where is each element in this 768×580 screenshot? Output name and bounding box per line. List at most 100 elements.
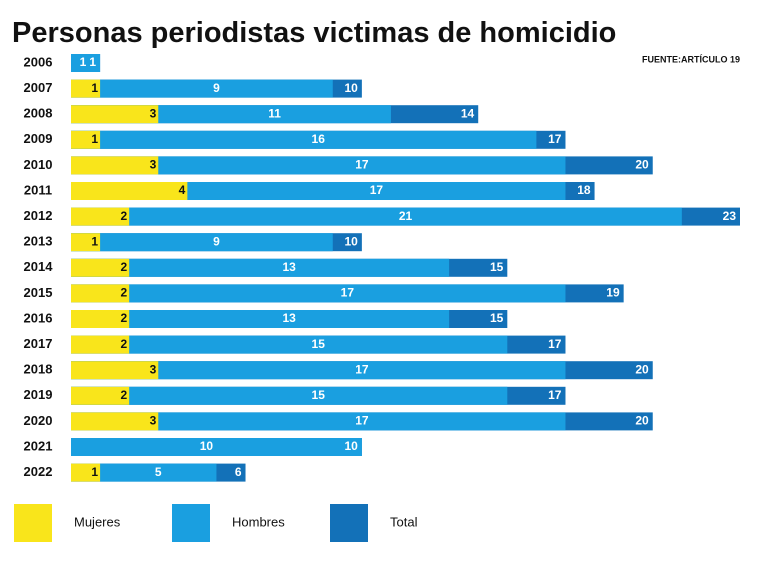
value-label: 1: [80, 55, 87, 69]
y-tick-label: 2018: [24, 362, 53, 377]
value-label: 2: [120, 209, 127, 223]
bar-hombres: [71, 284, 566, 303]
bar-hombres: [71, 79, 333, 98]
value-label: 1: [91, 132, 98, 146]
legend-swatch: [330, 504, 368, 542]
legend-label: Hombres: [232, 514, 285, 529]
value-label: 17: [355, 362, 369, 376]
bar-hombres: [71, 463, 217, 482]
value-label: 4: [179, 183, 186, 197]
y-tick-label: 2011: [24, 182, 52, 197]
y-tick-label: 2007: [24, 80, 53, 95]
value-label: 17: [548, 132, 562, 146]
value-label: 3: [150, 106, 157, 120]
y-tick-label: 2017: [24, 336, 53, 351]
value-label: 17: [548, 337, 562, 351]
value-label: 17: [355, 414, 369, 428]
bar-mujeres: [71, 130, 101, 149]
y-tick-label: 2013: [24, 234, 53, 249]
value-label: 15: [312, 337, 326, 351]
y-tick-label: 2010: [24, 157, 53, 172]
value-label: 18: [577, 183, 591, 197]
value-label: 20: [635, 362, 649, 376]
legend-swatch: [172, 504, 210, 542]
value-label: 23: [723, 209, 737, 223]
value-label: 15: [490, 311, 504, 325]
bar-hombres: [71, 386, 508, 405]
value-label: 17: [370, 183, 384, 197]
value-label: 2: [120, 337, 127, 351]
source: FUENTE:ARTÍCULO 19: [642, 54, 740, 64]
value-label: 11: [268, 106, 281, 120]
value-label: 14: [461, 106, 475, 120]
value-label: 1: [91, 81, 98, 95]
bar-mujeres: [71, 233, 101, 252]
y-tick-label: 2015: [24, 285, 53, 300]
y-tick-label: 2022: [24, 464, 53, 479]
value-label: 20: [635, 158, 649, 172]
value-label: 3: [150, 362, 157, 376]
value-label: 2: [120, 311, 127, 325]
value-label: 13: [282, 311, 296, 325]
value-label: 2: [120, 388, 127, 402]
y-tick-label: 2012: [24, 208, 53, 223]
bar-mujeres: [71, 182, 188, 200]
bar-hombres: [71, 412, 566, 431]
bar-mujeres: [71, 386, 130, 405]
value-label: 3: [150, 158, 157, 172]
value-label: 17: [548, 388, 562, 402]
value-label: 10: [345, 234, 359, 248]
bar-hombres: [71, 130, 537, 149]
bar-mujeres: [71, 412, 159, 431]
value-label: 10: [345, 81, 359, 95]
bar-mujeres: [71, 207, 130, 226]
value-label: 17: [341, 286, 355, 300]
chart-title: Personas periodistas victimas de homicid…: [12, 17, 616, 49]
value-label: 2: [120, 286, 127, 300]
bar-mujeres: [71, 79, 101, 98]
value-label: 21: [399, 209, 413, 223]
bar-hombres: [71, 182, 566, 200]
bar-mujeres: [71, 361, 159, 380]
value-label: 5: [155, 465, 162, 479]
bar-hombres: [71, 207, 682, 226]
bar-mujeres: [71, 258, 130, 277]
value-label: 10: [200, 439, 214, 453]
bar-mujeres: [71, 335, 130, 354]
value-label: 20: [635, 414, 649, 428]
value-label: 17: [355, 158, 369, 172]
legend-label: Mujeres: [74, 514, 121, 529]
value-label: 15: [312, 388, 326, 402]
y-tick-label: 2014: [24, 259, 54, 274]
bar-hombres: [71, 438, 362, 456]
bar-mujeres: [71, 284, 130, 303]
value-label: 16: [312, 132, 326, 146]
bar-mujeres: [71, 156, 159, 175]
bar-hombres: [71, 361, 566, 380]
y-tick-label: 2021: [24, 438, 53, 453]
bar-mujeres: [71, 310, 130, 328]
value-label: 6: [235, 465, 242, 479]
value-label: 9: [213, 234, 220, 248]
bar-hombres: [71, 156, 566, 175]
value-label: 13: [282, 260, 296, 274]
value-label: 1: [91, 234, 98, 248]
value-label: 9: [213, 81, 220, 95]
value-label: 1: [89, 55, 96, 69]
y-tick-label: 2008: [24, 106, 53, 121]
y-tick-label: 2006: [24, 54, 53, 69]
bar-hombres: [71, 54, 101, 72]
legend-swatch: [14, 504, 52, 542]
y-tick-label: 2009: [24, 131, 53, 146]
value-label: 10: [345, 439, 359, 453]
bar-hombres: [71, 258, 450, 277]
value-label: 19: [606, 286, 620, 300]
bar-hombres: [71, 233, 333, 252]
y-tick-label: 2016: [24, 310, 53, 325]
y-tick-label: 2020: [24, 413, 53, 428]
bar-hombres: [71, 335, 508, 354]
value-label: 3: [150, 414, 157, 428]
legend-label: Total: [390, 514, 418, 529]
bar-mujeres: [71, 463, 101, 482]
